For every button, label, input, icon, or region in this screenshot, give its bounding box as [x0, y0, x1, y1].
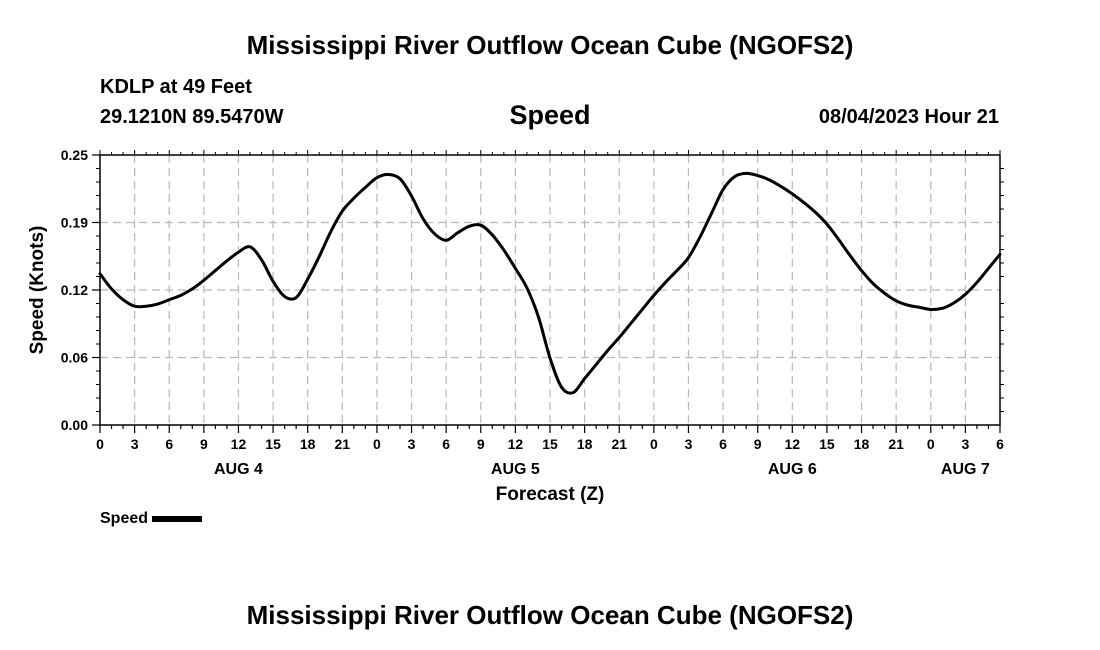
footer-title: Mississippi River Outflow Ocean Cube (NG… — [246, 600, 854, 630]
x-tick-label: 15 — [819, 436, 835, 452]
x-tick-label: 15 — [265, 436, 281, 452]
legend: Speed — [100, 509, 203, 529]
y-axis-label: Speed (Knots) — [27, 226, 48, 355]
x-tick-label: 18 — [300, 436, 316, 452]
x-day-label: AUG 6 — [768, 461, 817, 478]
x-tick-label: 3 — [961, 436, 969, 452]
x-tick-label: 9 — [200, 436, 208, 452]
chart-title: Mississippi River Outflow Ocean Cube (NG… — [246, 30, 854, 60]
x-tick-label: 12 — [231, 436, 247, 452]
x-tick-label: 6 — [442, 436, 450, 452]
x-tick-label: 15 — [542, 436, 558, 452]
x-tick-label: 9 — [477, 436, 485, 452]
x-tick-label: 3 — [685, 436, 693, 452]
x-tick-label: 0 — [96, 436, 104, 452]
legend-label: Speed — [100, 510, 149, 527]
x-tick-label: 12 — [508, 436, 524, 452]
series-line-speed — [98, 171, 1002, 395]
y-tick-label: 0.25 — [61, 147, 88, 163]
x-tick-label: 21 — [611, 436, 627, 452]
x-tick-label: 18 — [854, 436, 870, 452]
station-coordinates: 29.1210N 89.5470W — [100, 106, 284, 128]
chart-subtitle: Speed — [509, 100, 591, 130]
speed-chart: 0.00 0.06 0.12 0.19 0.25 0 3 6 9 12 15 18 21 0 3 6 9 12 15… — [27, 147, 1004, 505]
x-day-label: AUG 4 — [214, 461, 263, 478]
x-tick-label: 6 — [165, 436, 173, 452]
y-tick-label: 0.00 — [61, 417, 88, 433]
station-label: KDLP at 49 Feet — [100, 76, 252, 98]
y-tick-label: 0.12 — [61, 282, 88, 298]
legend-line-swatch — [152, 516, 203, 522]
x-tick-label: 21 — [888, 436, 904, 452]
x-tick-label: 3 — [408, 436, 416, 452]
x-tick-label: 18 — [577, 436, 593, 452]
x-tick-label: 12 — [785, 436, 801, 452]
x-day-label: AUG 5 — [491, 461, 540, 478]
forecast-datetime: 08/04/2023 Hour 21 — [818, 106, 999, 128]
x-axis-label: Forecast (Z) — [496, 484, 605, 505]
x-tick-label: 21 — [335, 436, 351, 452]
y-tick-label: 0.19 — [61, 215, 88, 231]
x-day-label: AUG 7 — [941, 461, 990, 478]
y-tick-label: 0.06 — [61, 350, 88, 366]
x-tick-label: 0 — [927, 436, 935, 452]
x-tick-label: 6 — [996, 436, 1004, 452]
x-tick-label: 0 — [650, 436, 658, 452]
x-tick-label: 6 — [719, 436, 727, 452]
x-tick-label: 3 — [131, 436, 139, 452]
x-tick-label: 0 — [373, 436, 381, 452]
x-tick-label: 9 — [754, 436, 762, 452]
